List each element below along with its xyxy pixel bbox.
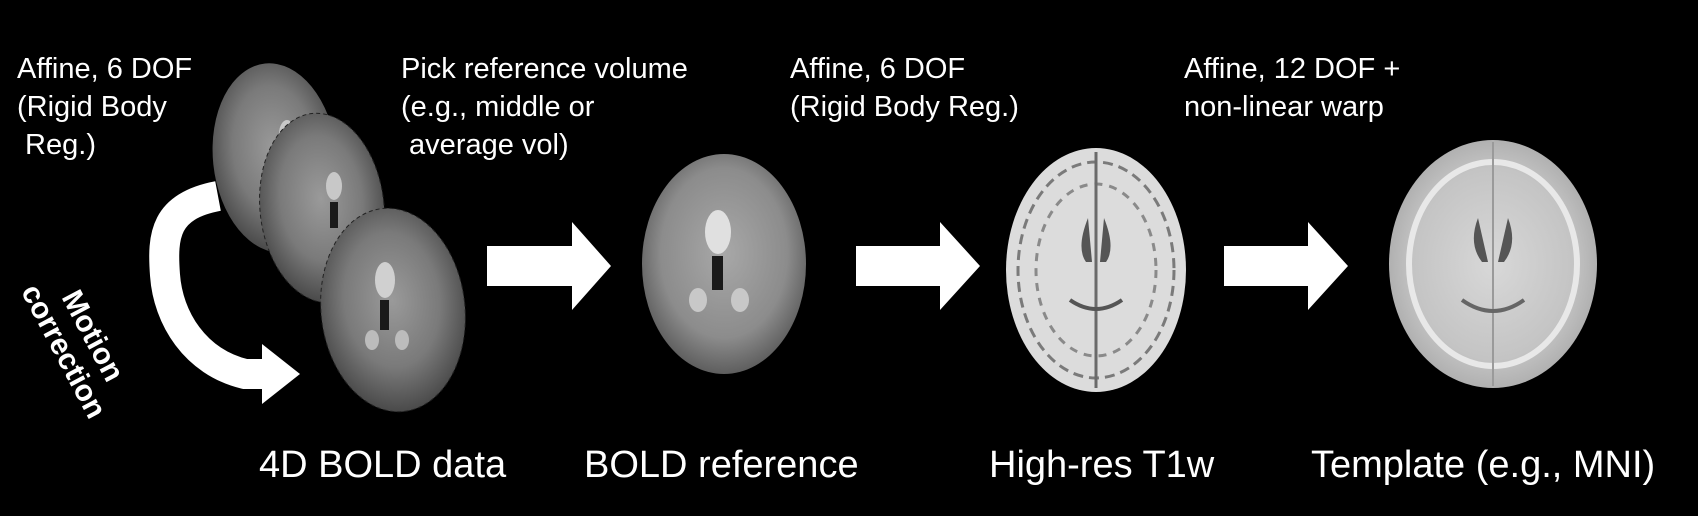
right-arrow-icon [1224,222,1348,310]
t1w-image [1006,148,1186,392]
label-high-res-t1w: High-res T1w [989,444,1215,486]
right-arrow-icon [487,222,611,310]
bold-reference-image [642,154,806,374]
right-arrow-icon [856,222,980,310]
label-bold-reference: BOLD reference [584,444,859,486]
curved-arrow-icon [149,181,300,404]
bold-volume-stack [212,63,466,413]
caption-t1w-to-template: Affine, 12 DOF + non-linear warp [1184,53,1401,123]
caption-reference-volume: Pick reference volume (e.g., middle or a… [401,53,688,161]
caption-bold-to-t1w: Affine, 6 DOF (Rigid Body Reg.) [790,53,1019,123]
caption-motion-correction: Affine, 6 DOF (Rigid Body Reg.) [17,53,193,161]
label-4d-bold-data: 4D BOLD data [259,444,507,486]
bold-volume-front [320,207,466,413]
template-image [1389,140,1597,388]
label-template: Template (e.g., MNI) [1311,444,1656,486]
